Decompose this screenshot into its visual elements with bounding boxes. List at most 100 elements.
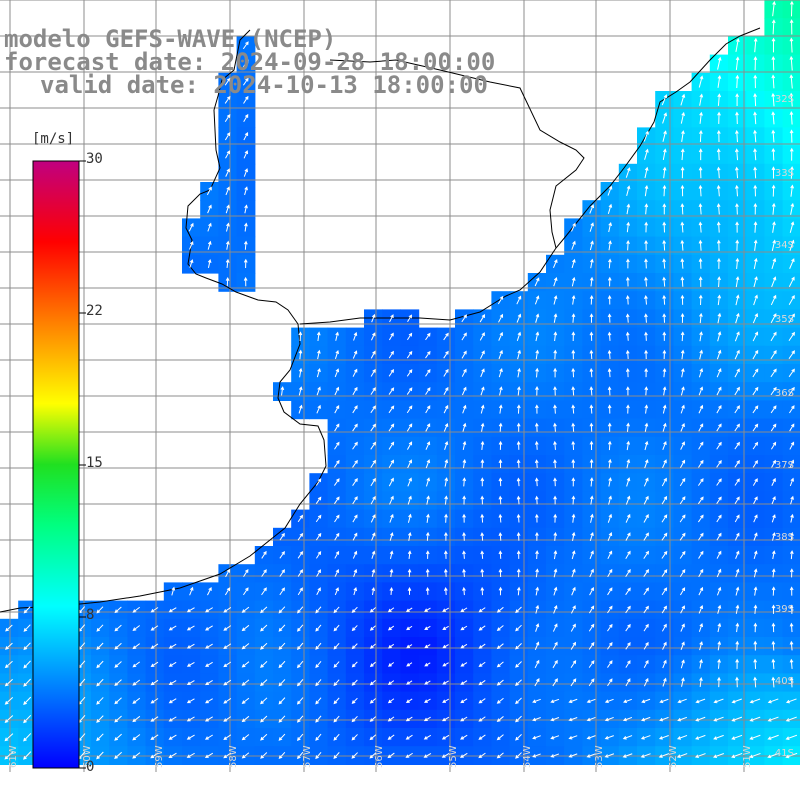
wind-arrow <box>243 168 249 177</box>
wind-arrow <box>387 752 395 759</box>
wind-arrow <box>480 368 485 378</box>
wind-arrow <box>243 276 248 287</box>
wind-arrow <box>443 568 448 577</box>
wind-arrow <box>333 643 340 650</box>
wind-arrow <box>734 441 740 450</box>
wind-arrow <box>535 367 539 378</box>
wind-arrow <box>225 240 230 250</box>
wind-arrow <box>188 222 194 232</box>
wind-arrow <box>460 716 468 722</box>
wind-arrow <box>644 368 648 378</box>
wind-arrow <box>424 662 431 667</box>
wind-arrow <box>425 531 430 541</box>
wind-arrow <box>662 459 667 469</box>
wind-arrow <box>460 625 468 631</box>
wind-arrow <box>534 440 539 450</box>
wind-arrow <box>207 240 212 250</box>
wind-arrow <box>442 680 449 685</box>
wind-arrow <box>735 312 740 324</box>
wind-arrow <box>717 111 721 124</box>
wind-arrow <box>186 680 195 685</box>
wind-arrow <box>423 716 431 722</box>
wind-arrow <box>790 513 794 523</box>
wind-arrow <box>662 276 666 287</box>
wind-arrow <box>625 513 631 523</box>
wind-arrow <box>716 459 722 468</box>
wind-arrow <box>789 129 794 143</box>
wind-arrow <box>461 350 467 359</box>
wind-arrow <box>333 624 340 632</box>
wind-arrow <box>717 56 722 70</box>
wind-arrow <box>407 513 412 523</box>
wind-arrow <box>444 459 449 469</box>
wind-arrow <box>150 698 159 704</box>
wind-arrow <box>480 532 485 541</box>
wind-arrow <box>699 93 704 106</box>
wind-arrow <box>370 387 376 395</box>
wind-arrow <box>498 586 503 596</box>
wind-arrow <box>680 166 685 179</box>
wind-arrow <box>643 130 649 142</box>
wind-arrow <box>643 495 649 505</box>
wind-speed-field <box>0 0 800 765</box>
wind-arrow <box>771 658 776 669</box>
wind-arrow <box>553 568 558 578</box>
wind-arrow <box>243 568 249 577</box>
wind-arrow <box>189 586 194 596</box>
wind-arrow <box>697 478 704 486</box>
wind-arrow <box>407 441 413 450</box>
wind-arrow <box>661 477 667 487</box>
wind-arrow <box>625 368 630 378</box>
wind-arrow <box>261 569 267 577</box>
wind-arrow <box>316 587 321 596</box>
wind-arrow <box>644 459 649 469</box>
wind-arrow <box>607 276 612 287</box>
wind-arrow <box>734 405 740 414</box>
wind-arrow <box>333 715 340 723</box>
wind-arrow <box>406 644 413 649</box>
wind-arrow <box>516 532 521 541</box>
wind-arrow <box>716 221 721 233</box>
wind-arrow <box>643 569 650 577</box>
wind-arrow <box>23 696 32 706</box>
wind-arrow <box>608 458 612 469</box>
wind-arrow <box>186 661 195 667</box>
wind-arrow <box>716 568 722 578</box>
wind-arrow <box>441 734 450 740</box>
wind-arrow <box>478 643 486 649</box>
wind-arrow <box>626 258 630 269</box>
wind-arrow <box>771 19 776 35</box>
wind-arrow <box>753 294 758 306</box>
wind-arrow <box>662 294 667 305</box>
wind-arrow <box>662 386 667 396</box>
wind-arrow <box>679 477 686 487</box>
wind-arrow <box>370 477 376 487</box>
wind-arrow <box>789 604 794 614</box>
wind-arrow <box>625 550 631 559</box>
wind-arrow <box>662 258 666 269</box>
wind-arrow <box>371 550 376 559</box>
wind-arrow <box>225 150 230 159</box>
wind-arrow <box>96 715 104 723</box>
wind-arrow <box>679 587 686 596</box>
wind-arrow <box>607 587 613 596</box>
wind-arrow <box>535 531 539 541</box>
wind-arrow <box>753 93 757 107</box>
wind-arrow <box>749 752 761 759</box>
wind-arrow <box>716 550 722 559</box>
wind-arrow <box>662 130 667 142</box>
wind-arrow <box>641 698 651 704</box>
wind-arrow <box>406 369 413 377</box>
wind-arrow <box>278 697 286 705</box>
wind-arrow <box>662 221 667 233</box>
wind-arrow <box>241 624 250 632</box>
wind-arrow <box>480 568 485 578</box>
wind-arrow <box>676 734 688 740</box>
wind-arrow <box>588 641 595 650</box>
wind-arrow <box>442 625 449 631</box>
wind-arrow <box>515 679 522 686</box>
wind-arrow <box>280 386 285 396</box>
wind-arrow <box>23 624 31 632</box>
wind-arrow <box>568 698 578 704</box>
wind-arrow <box>534 295 540 305</box>
